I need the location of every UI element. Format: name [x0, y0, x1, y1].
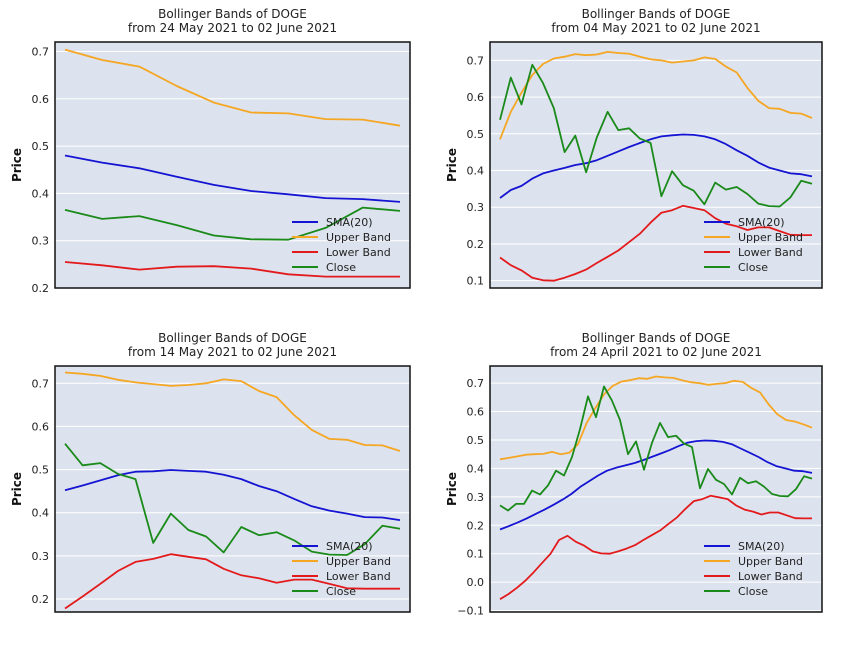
legend-label: Upper Band [326, 555, 391, 568]
legend-label: Lower Band [326, 570, 391, 583]
y-tick-label: 0.6 [467, 406, 485, 419]
y-tick-label: 0.7 [32, 45, 50, 58]
chart-title: from 24 April 2021 to 02 June 2021 [550, 345, 762, 359]
series-line-lower-band [499, 494, 812, 600]
chart-1: 0.2 0.3 0.4 0.5 0.6 0.7 Bollinger Bands of DOG… [10, 7, 411, 295]
chart-title: Bollinger Bands of DOGE [158, 7, 307, 21]
legend-label: Upper Band [738, 231, 803, 244]
legend-label: SMA(20) [326, 540, 373, 553]
legend-label: Lower Band [326, 246, 391, 259]
series-line-close [499, 385, 813, 512]
legend-label: Lower Band [738, 570, 803, 583]
series-line-upper-band [499, 375, 813, 461]
y-tick-label: 0.2 [467, 519, 485, 532]
y-tick-label: 0.5 [467, 434, 485, 447]
series-line-close [499, 63, 813, 208]
y-tick-label: 0.6 [32, 420, 50, 433]
y-axis-label: Price [445, 472, 459, 506]
series-line-upper-band [499, 51, 813, 140]
y-tick-label: 0.4 [32, 187, 50, 200]
legend-label: Close [326, 585, 356, 598]
y-tick-label: 0.5 [32, 140, 50, 153]
legend-label: Upper Band [738, 555, 803, 568]
y-tick-label: 0.6 [32, 93, 50, 106]
y-tick-label: −0.1 [457, 605, 484, 618]
chart-title: from 04 May 2021 to 02 June 2021 [551, 21, 760, 35]
chart-4: −0.1 0.0 0.1 0.2 0.3 0.4 0.5 0.6 0.7 Bollinger Ba… [445, 331, 823, 618]
plot-background [55, 366, 410, 612]
plot-background [490, 42, 822, 288]
chart-title: Bollinger Bands of DOGE [158, 331, 307, 345]
y-tick-label: 0.6 [467, 91, 485, 104]
series-line-sma-20 [499, 439, 813, 531]
series-line-sma-20 [64, 154, 401, 203]
chart-title: from 14 May 2021 to 02 June 2021 [128, 345, 337, 359]
series-line-sma-20 [499, 133, 813, 199]
y-axis-label: Price [10, 472, 24, 506]
plot-frame [54, 365, 411, 613]
y-tick-label: 0.1 [467, 548, 485, 561]
y-tick-label: 0.2 [32, 593, 50, 606]
y-tick-label: 0.3 [32, 550, 50, 563]
plot-frame [489, 365, 823, 613]
series-line-lower-band [64, 261, 400, 278]
y-tick-label: 0.2 [32, 282, 50, 295]
y-tick-label: 0.5 [32, 464, 50, 477]
chart-title: from 24 May 2021 to 02 June 2021 [128, 21, 337, 35]
chart-title: Bollinger Bands of DOGE [582, 331, 731, 345]
y-tick-label: 0.3 [32, 235, 50, 248]
y-tick-label: 0.0 [467, 576, 485, 589]
y-tick-label: 0.7 [467, 54, 485, 67]
series-line-lower-band [499, 204, 812, 282]
legend-label: Lower Band [738, 246, 803, 259]
legend-label: Close [326, 261, 356, 274]
series-line-upper-band [64, 371, 401, 452]
y-tick-label: 0.7 [32, 377, 50, 390]
chart-2: 0.1 0.2 0.3 0.4 0.5 0.6 0.7 Bollinger Bands of … [445, 7, 823, 289]
legend-label: SMA(20) [738, 216, 785, 229]
y-tick-label: 0.3 [467, 201, 485, 214]
series-line-lower-band [64, 553, 400, 610]
legend-label: Upper Band [326, 231, 391, 244]
y-tick-label: 0.2 [467, 238, 485, 251]
plot-frame [489, 41, 823, 289]
series-line-close [64, 206, 401, 241]
legend-label: SMA(20) [326, 216, 373, 229]
legend-label: Close [738, 585, 768, 598]
y-tick-label: 0.4 [32, 507, 50, 520]
series-line-close [64, 443, 401, 556]
plot-frame [54, 41, 411, 289]
y-tick-label: 0.4 [467, 462, 485, 475]
series-line-upper-band [64, 48, 401, 127]
y-tick-label: 0.4 [467, 165, 485, 178]
chart-3: 0.2 0.3 0.4 0.5 0.6 0.7 Bollinger Bands of DOG… [10, 331, 411, 613]
legend-label: Close [738, 261, 768, 274]
chart-title: Bollinger Bands of DOGE [582, 7, 731, 21]
y-axis-label: Price [10, 148, 24, 182]
y-tick-label: 0.1 [467, 275, 485, 288]
y-tick-label: 0.7 [467, 377, 485, 390]
y-tick-label: 0.5 [467, 128, 485, 141]
legend-label: SMA(20) [738, 540, 785, 553]
y-tick-label: 0.3 [467, 491, 485, 504]
y-axis-label: Price [445, 148, 459, 182]
